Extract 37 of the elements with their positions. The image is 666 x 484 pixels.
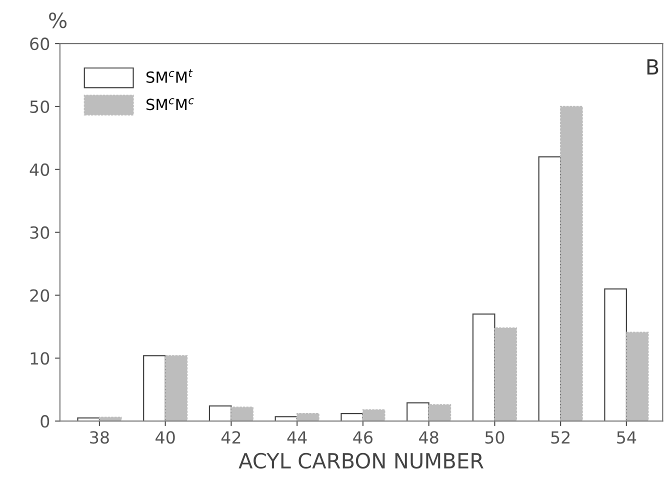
bar <box>98 416 122 422</box>
legend-label: SM$^{c}$M$^{c}$ <box>146 98 194 110</box>
bar <box>296 412 320 422</box>
bar <box>362 409 386 422</box>
bar <box>604 288 627 422</box>
x-axis-title: ACYL CARBON NUMBER <box>238 452 484 469</box>
bar <box>406 402 430 422</box>
bar <box>494 327 517 422</box>
bar <box>428 404 452 422</box>
x-tick-label: 48 <box>419 431 438 444</box>
bar <box>472 314 496 422</box>
x-tick-label: 54 <box>617 431 636 444</box>
bar <box>538 156 562 422</box>
bar <box>208 405 232 422</box>
bar <box>560 106 583 422</box>
x-tick-label: 44 <box>287 431 307 444</box>
bar <box>626 332 649 422</box>
bar <box>340 412 364 422</box>
bar <box>230 406 254 422</box>
x-tick-label: 40 <box>156 431 175 444</box>
legend-label: SM$^{c}$M$^{t}$ <box>146 69 193 83</box>
annotation: B <box>647 59 658 74</box>
y-tick-label: 60 <box>30 38 50 50</box>
x-tick-label: 38 <box>90 431 109 444</box>
y-tick-label: 30 <box>30 226 50 239</box>
x-tick-label: 42 <box>221 431 240 444</box>
y-tick-label: 50 <box>30 100 50 114</box>
y-axis-title: % <box>49 12 67 28</box>
x-tick-label: 52 <box>551 431 570 444</box>
y-tick-label: 40 <box>30 163 50 176</box>
bar <box>164 355 188 422</box>
y-tick-label: 20 <box>30 289 50 302</box>
x-tick-label: 50 <box>485 431 504 444</box>
bar <box>143 355 166 422</box>
y-tick-label: 10 <box>30 352 50 365</box>
y-tick-label: 0 <box>40 415 50 428</box>
x-tick-label: 46 <box>353 431 373 444</box>
